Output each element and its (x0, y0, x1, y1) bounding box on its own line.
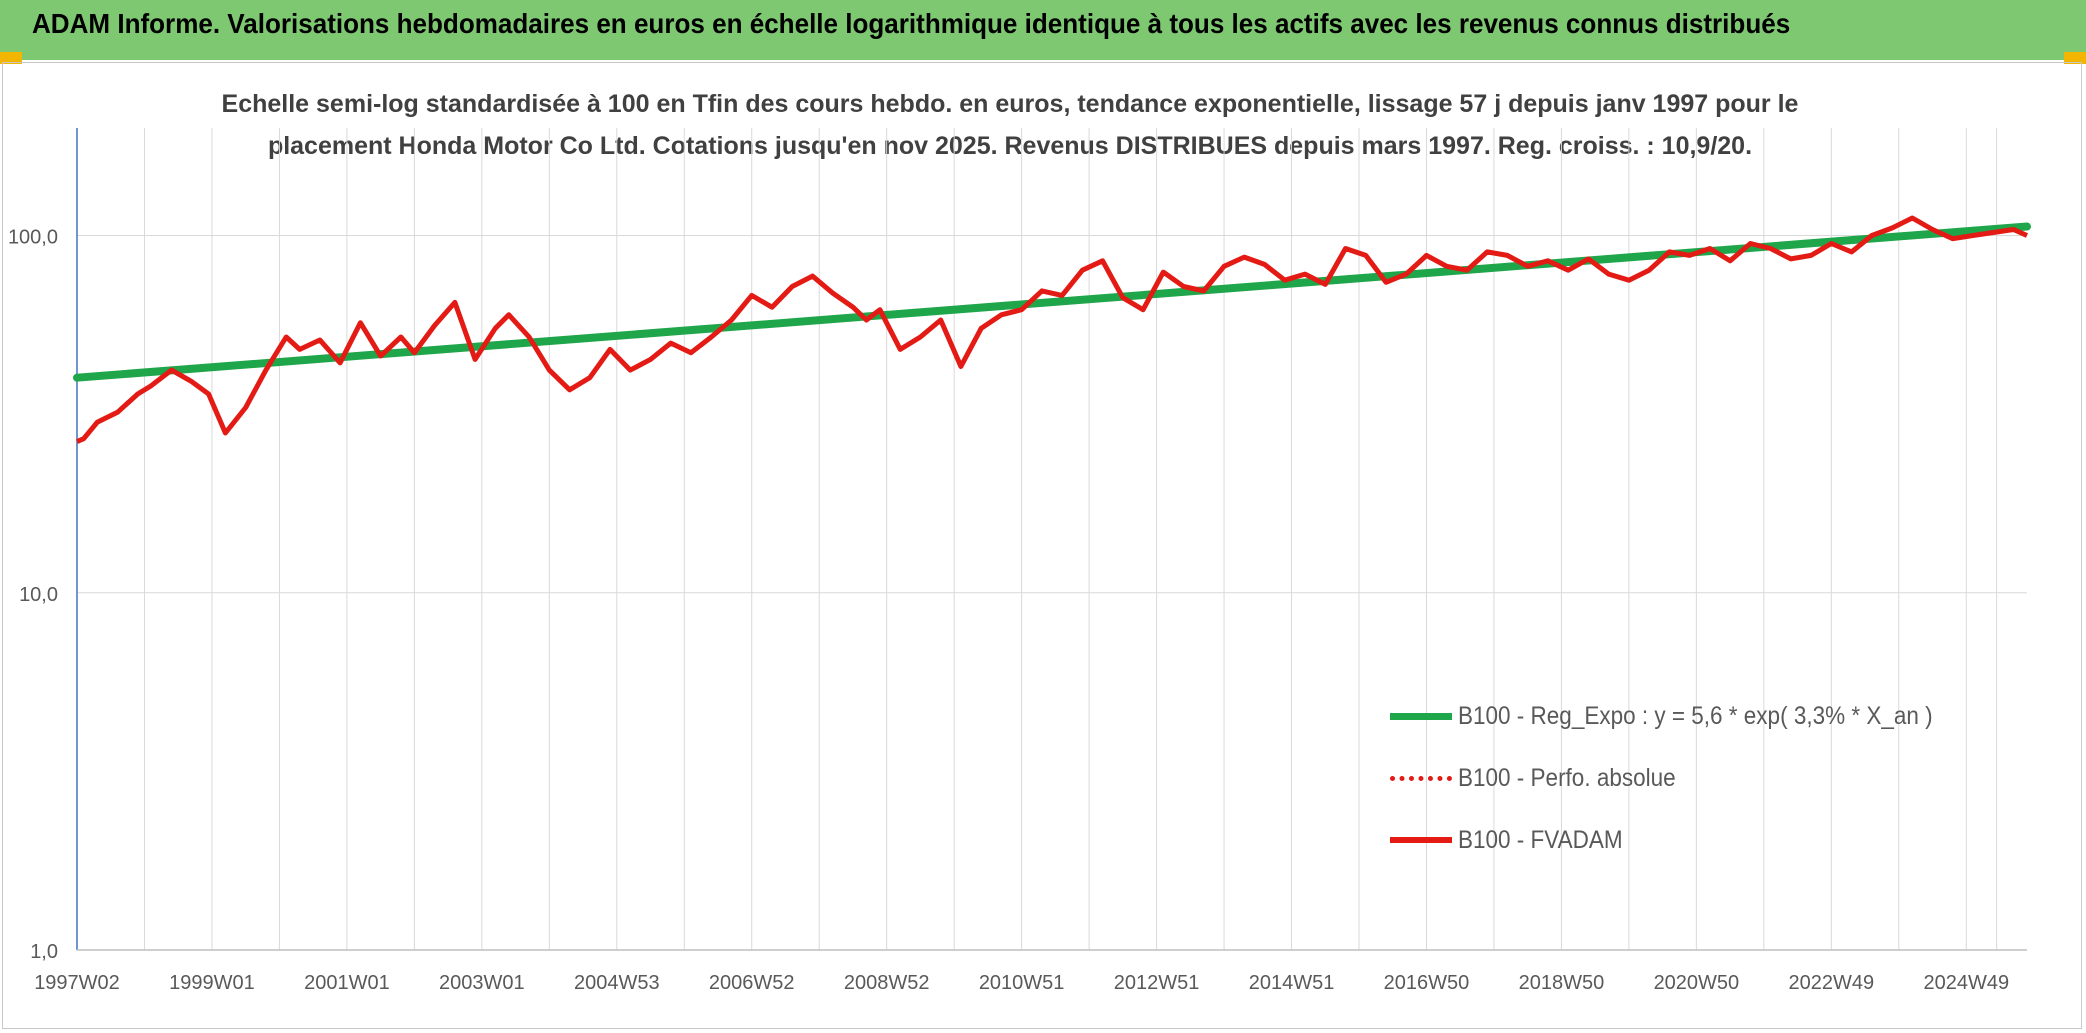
legend-item-fvadam: B100 - FVADAM (1390, 809, 1985, 871)
x-tick-label: 2022W49 (1789, 972, 1875, 994)
report-banner: ADAM Informe. Valorisations hebdomadaire… (0, 0, 2086, 60)
legend-label-perfo: B100 - Perfo. absolue (1458, 763, 1676, 792)
x-tick-label: 2003W01 (439, 972, 525, 994)
x-tick-label: 2014W51 (1249, 972, 1335, 994)
x-tick-label: 2016W50 (1384, 972, 1470, 994)
right-corner-marker (2064, 52, 2086, 64)
x-tick-label: 2012W51 (1114, 972, 1200, 994)
chart-legend: B100 - Reg_Expo : y = 5,6 * exp( 3,3% * … (1390, 685, 1985, 871)
x-tick-label: 2001W01 (304, 972, 390, 994)
x-tick-label: 1997W02 (34, 972, 120, 994)
legend-label-trend: B100 - Reg_Expo : y = 5,6 * exp( 3,3% * … (1458, 701, 1933, 730)
chart-title-line-2: placement Honda Motor Co Ltd. Cotations … (267, 132, 1753, 160)
trend-line (73, 222, 2031, 382)
legend-swatch-fvadam (1390, 837, 1452, 843)
x-tick-label: 2006W52 (709, 972, 795, 994)
y-tick-label: 1,0 (30, 941, 58, 963)
x-tick-label: 2018W50 (1519, 972, 1605, 994)
legend-item-perfo: B100 - Perfo. absolue (1390, 747, 1985, 809)
x-tick-label: 1999W01 (169, 972, 255, 994)
chart-frame (2, 62, 2082, 1029)
legend-swatch-perfo (1390, 775, 1452, 781)
y-tick-label: 10,0 (19, 584, 58, 606)
x-tick-label: 2010W51 (979, 972, 1065, 994)
y-tick-label: 100,0 (8, 227, 58, 249)
x-tick-label: 2020W50 (1654, 972, 1740, 994)
legend-item-trend: B100 - Reg_Expo : y = 5,6 * exp( 3,3% * … (1390, 685, 1985, 747)
fvadam-line (76, 215, 2029, 444)
x-tick-label: 2008W52 (844, 972, 930, 994)
legend-label-fvadam: B100 - FVADAM (1458, 825, 1623, 854)
chart-title-line-1: Echelle semi-log standardisée à 100 en T… (221, 90, 1799, 118)
report-title: ADAM Informe. Valorisations hebdomadaire… (32, 8, 1791, 39)
x-tick-label: 2004W53 (574, 972, 660, 994)
left-corner-marker (0, 52, 22, 64)
x-tick-label: 2024W49 (1923, 972, 2009, 994)
legend-swatch-trend (1390, 712, 1452, 720)
